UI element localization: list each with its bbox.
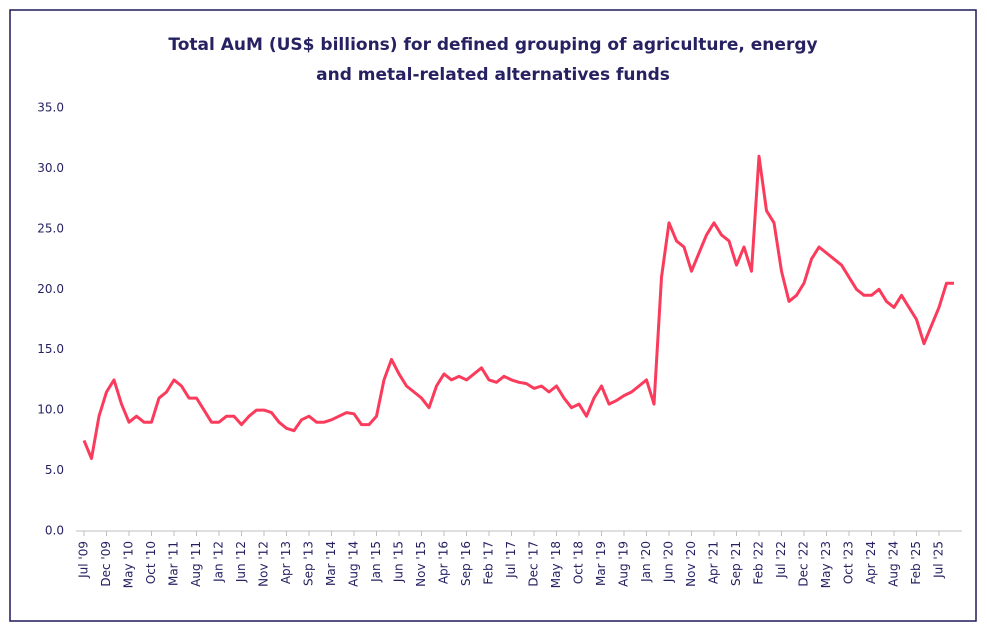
x-tick-label: Aug '11 [189, 541, 203, 587]
x-tick-label: Mar '14 [324, 541, 338, 586]
x-tick-label: Feb '25 [909, 541, 923, 585]
x-tick-label: Aug '14 [347, 541, 361, 587]
y-tick-label: 5.0 [45, 463, 64, 477]
x-tick-label: Mar '11 [167, 541, 181, 586]
data-line [82, 154, 954, 460]
x-tick-label: Nov '15 [414, 541, 428, 587]
x-tick-label: Jun '15 [392, 541, 406, 583]
y-tick-label: 15.0 [37, 342, 64, 356]
y-tick-label: 20.0 [37, 282, 64, 296]
x-tick-label: May '10 [122, 541, 136, 588]
x-tick-label: Jul '17 [504, 541, 518, 579]
x-tick-label: Apr '21 [707, 541, 721, 584]
x-tick-label: Sep '13 [302, 541, 316, 586]
x-tick-label: Feb '17 [482, 541, 496, 585]
x-tick-label: Jan '15 [369, 541, 383, 583]
x-tick-label: Jun '20 [662, 541, 676, 583]
y-tick-label: 35.0 [37, 101, 64, 115]
x-tick-label: Apr '13 [279, 541, 293, 584]
x-tick-label: Sep '16 [459, 541, 473, 586]
x-tick-label: Apr '24 [864, 541, 878, 584]
x-tick-label: Jul '25 [932, 541, 946, 579]
x-tick-label: Jul '22 [774, 541, 788, 579]
x-tick-label: Oct '18 [572, 541, 586, 584]
x-tick-label: Feb '22 [752, 541, 766, 585]
x-tick-label: Jan '12 [212, 541, 226, 583]
x-tick-label: Mar '19 [594, 541, 608, 586]
x-tick-label: Dec '09 [99, 541, 113, 587]
x-tick-label: Jul '09 [77, 541, 91, 579]
x-tick-label: May '23 [819, 541, 833, 588]
chart-title: and metal-related alternatives funds [316, 65, 670, 85]
x-tick-label: Sep '21 [729, 541, 743, 586]
x-tick-label: Apr '16 [437, 541, 451, 584]
x-tick-label: May '18 [549, 541, 563, 588]
x-tick-label: Nov '12 [257, 541, 271, 587]
y-tick-label: 30.0 [37, 161, 64, 175]
y-tick-label: 0.0 [45, 524, 64, 538]
x-tick-label: Aug '24 [887, 541, 901, 587]
frame [9, 9, 977, 622]
x-tick-label: Nov '20 [684, 541, 698, 587]
y-tick-label: 10.0 [37, 403, 64, 417]
chart-title: Total AuM (US$ billions) for defined gro… [168, 35, 817, 55]
x-tick-label: Aug '19 [617, 541, 631, 587]
x-tick-label: Jan '20 [639, 541, 653, 583]
x-tick-label: Oct '23 [842, 541, 856, 584]
y-tick-label: 25.0 [37, 221, 64, 235]
x-tick-label: Dec '22 [797, 541, 811, 587]
x-tick-label: Jun '12 [234, 541, 248, 583]
x-tick-label: Dec '17 [527, 541, 541, 587]
x-tick-label: Oct '10 [144, 541, 158, 584]
